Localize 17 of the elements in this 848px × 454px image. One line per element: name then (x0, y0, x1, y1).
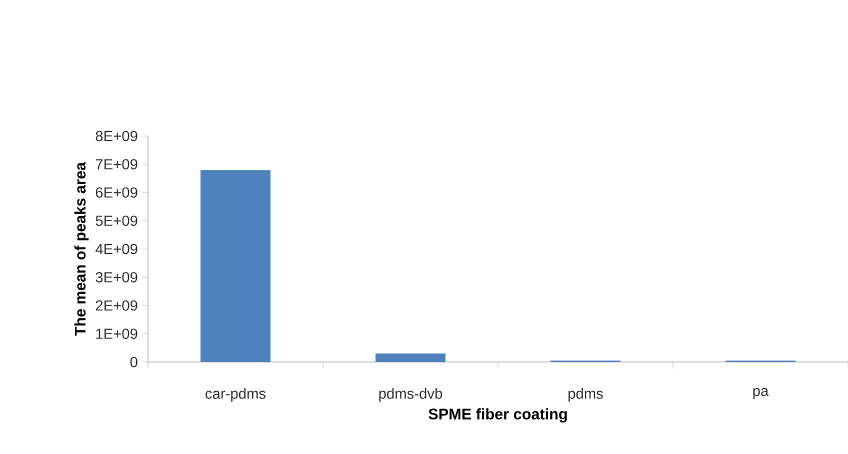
y-tick-label: 1E+09 (96, 328, 138, 339)
y-tick-label: 2E+09 (96, 300, 138, 311)
x-tick-label: pdms-dvb (379, 388, 442, 402)
bar (200, 170, 271, 362)
y-tick-label: 4E+09 (95, 244, 138, 254)
x-tick-label: pa (753, 388, 769, 399)
y-tick-label: 6E+09 (96, 187, 138, 198)
x-axis-title: SPME fiber coating (428, 408, 567, 423)
y-tick-label: 8E+09 (96, 130, 138, 142)
y-tick-label: 5E+09 (96, 216, 138, 226)
y-tick-label: 0 (130, 356, 138, 368)
x-tick-label: pdms (568, 388, 603, 402)
y-tick-label: 3E+09 (96, 272, 138, 282)
x-tick-label: car-pdms (206, 388, 266, 402)
bar (376, 354, 446, 362)
y-tick-label: 7E+09 (96, 159, 138, 170)
y-axis-title: The mean of peaks area (74, 162, 89, 336)
